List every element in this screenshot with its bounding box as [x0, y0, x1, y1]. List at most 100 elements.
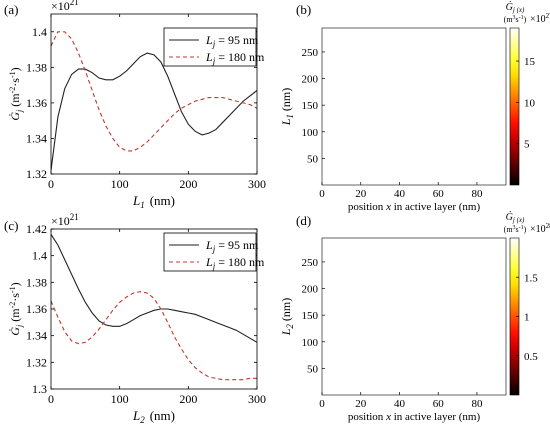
y-multiplier-base: ×10 [51, 0, 70, 13]
x-tick-label: 20 [355, 188, 367, 200]
y-axis-label-sym: Ġ [7, 112, 22, 121]
y-axis-label-unit: (nm) [279, 88, 293, 114]
colorbar [509, 27, 520, 186]
colorbar-units-text: s [516, 225, 519, 234]
x-tick-label: 40 [394, 188, 406, 200]
y-axis-label: Ġj (m-2·s-1) [7, 282, 24, 335]
x-tick-label: 0 [319, 398, 325, 410]
colorbar-units-exp: 3 [513, 15, 516, 21]
colorbar-title: Ġj (x) [506, 211, 525, 224]
y-tick-label: 1.38 [26, 275, 47, 289]
x-tick-label: 80 [471, 188, 483, 200]
colorbar-title-sym: Ġ [506, 211, 513, 223]
x-axis-label-text: in active layer (nm) [391, 201, 481, 213]
colorbar-title-sub: j (x) [512, 6, 525, 14]
x-axis-label-unit: (nm) [150, 408, 175, 423]
y-tick-label: 150 [302, 310, 319, 322]
colorbar-units-text: (m [504, 225, 514, 234]
x-tick-label: 200 [179, 177, 197, 191]
y-axis-label-unit: ·s [8, 78, 22, 87]
panel-label: (b) [296, 2, 311, 17]
colorbar-units-text: s [516, 15, 519, 24]
y-tick-label: 1.42 [26, 222, 47, 236]
x-tick-label: 100 [111, 392, 129, 406]
colorbar-units: (m3s-1) [504, 15, 527, 24]
colorbar-multiplier: ×1027 [530, 12, 550, 25]
x-tick-label: 0 [48, 392, 54, 406]
y-axis-label-exp: -1 [8, 71, 17, 78]
y-tick-label: 100 [302, 127, 319, 139]
y-axis-label-sym: L [279, 328, 293, 336]
legend-entry-sym: L [205, 255, 213, 269]
colorbar-tick-label: 10 [524, 97, 536, 109]
x-tick-label: 0 [48, 177, 54, 191]
colorbar-tick-label: 5 [524, 139, 530, 151]
x-axis-label-sub: 2 [140, 415, 145, 425]
y-axis-label-unit: ) [8, 67, 22, 71]
x-axis-label: position x in active layer (nm) [348, 201, 481, 213]
panel-label: (c) [4, 218, 18, 233]
y-multiplier-base: ×10 [51, 214, 70, 228]
colorbar-units-exp: -1 [519, 15, 524, 21]
x-tick-label: 80 [471, 398, 483, 410]
y-tick-label: 1.4 [32, 25, 47, 39]
y-tick-label: 1.3 [32, 382, 47, 396]
legend-box [163, 232, 257, 272]
y-tick-label: 250 [302, 47, 319, 59]
x-axis-label: L2 (nm) [132, 408, 175, 425]
x-tick-label: 0 [319, 188, 325, 200]
panel-d-heatmap: (d) 0 20 40 60 80 50 100 150 200 250 position x in … [279, 211, 550, 423]
y-tick-label: 1.32 [26, 167, 47, 181]
panel-label: (d) [296, 213, 311, 228]
x-axis-label: L1 (nm) [132, 193, 175, 210]
colorbar-title-sym: Ġ [506, 1, 513, 13]
y-tick-label: 1.34 [26, 131, 47, 145]
panel-a-line-chart: (a)0 100 200 3001.321.341.361.381.4×1021L1(… [4, 0, 266, 210]
panel-label: (a) [4, 2, 18, 17]
y-axis-label-sub: j [15, 109, 24, 113]
colorbar-units-text: ) [524, 15, 527, 24]
colorbar-multiplier-exp: 27 [546, 12, 550, 20]
y-axis-label-exp: -1 [8, 286, 17, 293]
y-axis-label-exp: -2 [8, 302, 17, 309]
legend-entry-sym: L [205, 33, 213, 47]
y-axis-label-unit: (m [8, 308, 22, 322]
colorbar-tick-label: 1.5 [524, 272, 538, 284]
colorbar-units-text: (m [504, 15, 514, 24]
colorbar-title: Ġj (x) [506, 1, 525, 14]
colorbar-multiplier: ×1028 [530, 222, 550, 235]
colorbar-multiplier-base: ×10 [530, 14, 546, 25]
x-axis-label-text: position [348, 411, 386, 423]
x-axis-label-sym: L [132, 408, 140, 423]
x-tick-label: 100 [111, 177, 129, 191]
x-tick-label: 200 [179, 392, 197, 406]
x-tick-label: 60 [433, 398, 445, 410]
x-axis-label-sub: 1 [140, 200, 145, 210]
y-tick-label: 1.38 [26, 60, 47, 74]
y-multiplier: ×1021 [51, 0, 79, 13]
colorbar-units-exp: 3 [513, 225, 516, 231]
colorbar-title-sub: j (x) [512, 216, 525, 224]
legend-entry: Lj = 180 nm [205, 50, 265, 66]
y-tick-label: 1.36 [26, 96, 47, 110]
legend-entry-text: = 95 nm [215, 238, 259, 252]
plot-frame [50, 13, 258, 175]
legend-box [163, 27, 257, 67]
legend-entry-sub: j [212, 261, 216, 271]
x-axis-label-sym: L [132, 193, 140, 208]
y-tick-label: 1.34 [26, 329, 47, 343]
panel-b-heatmap: (b) 0 20 40 60 80 50 100 150 200 250 position x in … [279, 1, 550, 213]
y-tick-label: 200 [302, 74, 319, 86]
series-line-lj-95nm [51, 52, 257, 171]
colorbar-tick-label: 1 [524, 312, 530, 324]
y-tick-label: 200 [302, 284, 319, 296]
y-tick-label: 50 [307, 363, 319, 375]
y-tick-label: 50 [307, 153, 319, 165]
x-tick-label: 40 [394, 398, 406, 410]
y-multiplier: ×1021 [51, 212, 79, 228]
y-tick-label: 1.32 [26, 355, 47, 369]
y-axis-label-exp: -2 [8, 87, 17, 94]
y-axis-label: L1 (nm) [279, 88, 295, 127]
